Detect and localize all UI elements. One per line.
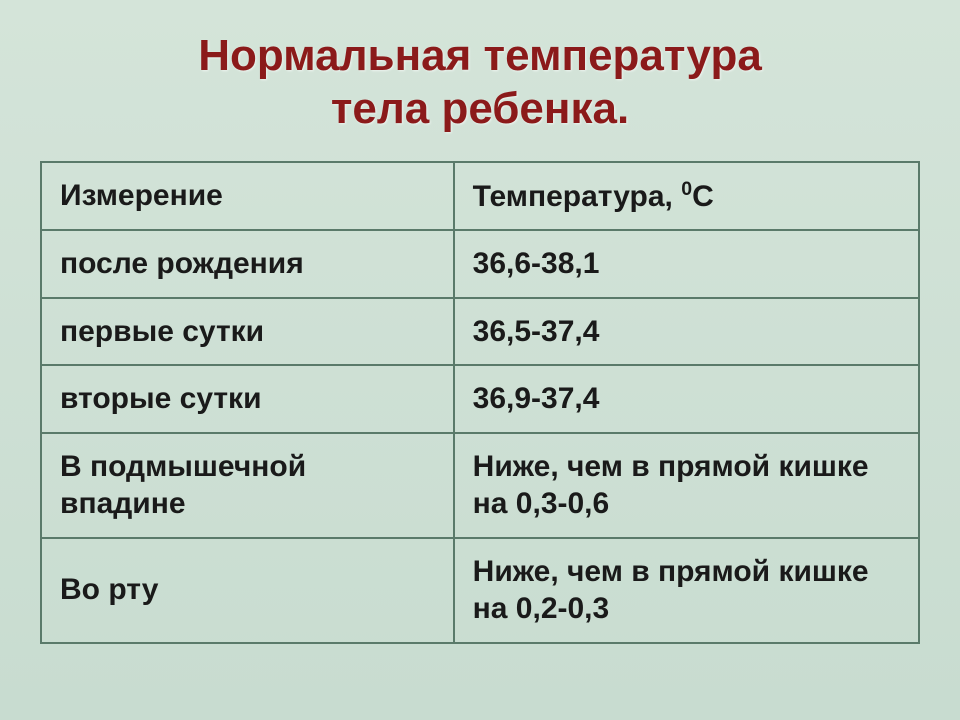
title-line-1: Нормальная температура [198, 31, 762, 80]
slide-container: Нормальная температура тела ребенка. Изм… [0, 0, 960, 674]
table-row: Во рту Ниже, чем в прямой кишке на 0,2-0… [41, 538, 919, 643]
row-label: В подмышечной впадине [41, 433, 454, 538]
row-label: после рождения [41, 230, 454, 298]
row-value: Ниже, чем в прямой кишке на 0,2-0,3 [454, 538, 919, 643]
temperature-table: Измерение Температура, 0С после рождения… [40, 161, 920, 644]
row-value: 36,6-38,1 [454, 230, 919, 298]
table-row: вторые сутки 36,9-37,4 [41, 365, 919, 433]
table-row: В подмышечной впадине Ниже, чем в прямой… [41, 433, 919, 538]
row-label: первые сутки [41, 298, 454, 366]
table-row: первые сутки 36,5-37,4 [41, 298, 919, 366]
row-value: 36,5-37,4 [454, 298, 919, 366]
row-label: Во рту [41, 538, 454, 643]
title-line-2: тела ребенка. [331, 84, 629, 133]
header-temp-prefix: Температура, [473, 180, 682, 213]
header-temperature: Температура, 0С [454, 162, 919, 231]
row-value: Ниже, чем в прямой кишке на 0,3-0,6 [454, 433, 919, 538]
header-temp-suffix: С [692, 180, 714, 213]
row-label: вторые сутки [41, 365, 454, 433]
row-value: 36,9-37,4 [454, 365, 919, 433]
slide-title: Нормальная температура тела ребенка. [40, 30, 920, 136]
table-row: после рождения 36,6-38,1 [41, 230, 919, 298]
header-measurement: Измерение [41, 162, 454, 231]
header-temp-sup: 0 [681, 178, 692, 200]
table-header-row: Измерение Температура, 0С [41, 162, 919, 231]
